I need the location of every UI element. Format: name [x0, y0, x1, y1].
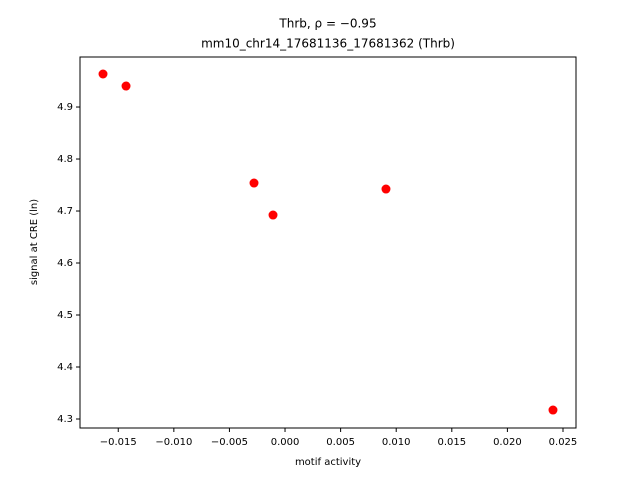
plot-frame — [79, 56, 577, 429]
y-tick-label: 4.5 — [57, 310, 73, 321]
point — [381, 184, 391, 194]
x-tick-label: 0.000 — [271, 437, 300, 448]
y-tick-label: 4.6 — [57, 258, 73, 269]
y-tick-label: 4.8 — [57, 154, 73, 165]
y-axis-label: signal at CRE (ln) — [29, 199, 40, 285]
point — [548, 405, 558, 415]
x-axis-label: motif activity — [295, 457, 361, 468]
x-tick-label: 0.020 — [493, 437, 522, 448]
point — [98, 69, 108, 79]
x-tick-label: −0.015 — [100, 437, 137, 448]
y-tick-label: 4.4 — [57, 362, 73, 373]
x-tick-label: 0.005 — [326, 437, 355, 448]
y-tick-label: 4.9 — [57, 102, 73, 113]
x-tick-label: −0.005 — [211, 437, 248, 448]
y-tick-label: 4.3 — [57, 414, 73, 425]
point — [249, 178, 259, 188]
x-tick-label: 0.025 — [549, 437, 578, 448]
point — [121, 81, 131, 91]
chart-title: Thrb, ρ = −0.95 — [278, 17, 376, 31]
y-tick-label: 4.7 — [57, 206, 73, 217]
x-tick-label: −0.010 — [155, 437, 192, 448]
chart-subtitle: mm10_chr14_17681136_17681362 (Thrb) — [201, 37, 455, 51]
x-tick-label: 0.010 — [382, 437, 411, 448]
x-tick-label: 0.015 — [437, 437, 466, 448]
point — [268, 210, 278, 220]
